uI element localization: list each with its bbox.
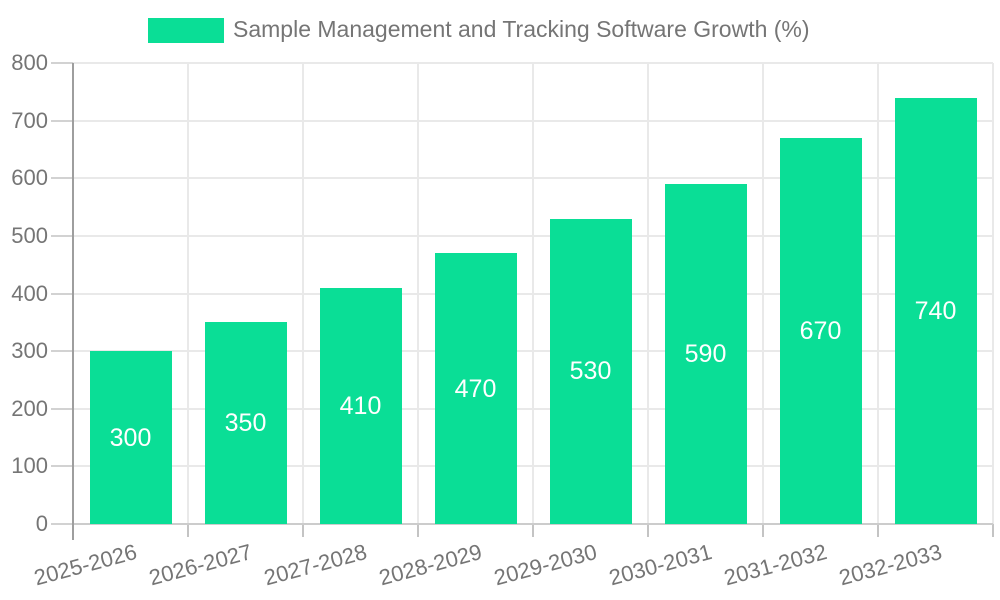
v-gridline [532,63,534,524]
bar-value-label: 740 [914,296,957,325]
v-gridline [302,63,304,524]
x-axis-tick [532,524,534,537]
bar-value-label: 590 [684,339,727,368]
y-axis-tick [51,407,73,410]
y-axis-tick [51,119,73,122]
y-axis-tick-label: 200 [11,395,48,421]
x-axis-tick [187,524,189,537]
chart-title: Sample Management and Tracking Software … [233,16,810,42]
v-gridline [647,63,649,524]
y-axis-tick [51,292,73,295]
bar-value-label: 410 [339,391,382,420]
bar: 670 [779,137,862,524]
x-axis-tick [992,524,994,537]
y-axis-tick [51,523,73,525]
y-axis-tick-label: 0 [35,511,48,536]
bar-value-label: 300 [109,423,152,452]
bar: 740 [894,97,977,524]
bar: 300 [89,351,172,524]
bar-value-label: 470 [454,374,497,403]
bar: 590 [664,184,747,524]
bar: 470 [434,253,517,524]
legend-swatch [148,18,224,43]
v-gridline [877,63,879,524]
x-axis-line [73,523,993,525]
y-axis-tick-label: 800 [11,50,48,75]
y-axis-tick [51,177,73,180]
y-axis-tick [51,350,73,353]
y-axis-tick-label: 700 [11,107,48,133]
y-axis-tick-label: 500 [11,222,48,248]
y-axis-tick-label: 600 [11,165,48,191]
bar: 350 [204,322,287,524]
bar-value-label: 350 [224,409,267,438]
v-gridline [992,63,994,524]
v-gridline [187,63,189,524]
v-gridline [762,63,764,524]
bar: 410 [319,287,402,524]
bar: 530 [549,218,632,524]
x-axis-tick [647,524,649,537]
bar-value-label: 670 [799,316,842,345]
y-axis-tick-label: 100 [11,453,48,479]
x-axis-tick [762,524,764,537]
y-axis-tick [51,234,73,237]
x-axis-tick [877,524,879,537]
y-axis-line [71,63,74,540]
v-gridline [417,63,419,524]
y-axis-tick-label: 400 [11,280,48,306]
x-axis-tick [302,524,304,537]
y-axis-tick-label: 300 [11,338,48,364]
x-axis-tick [417,524,419,537]
bar-value-label: 530 [569,357,612,386]
y-axis-tick [51,465,73,468]
y-axis-tick [51,62,73,64]
